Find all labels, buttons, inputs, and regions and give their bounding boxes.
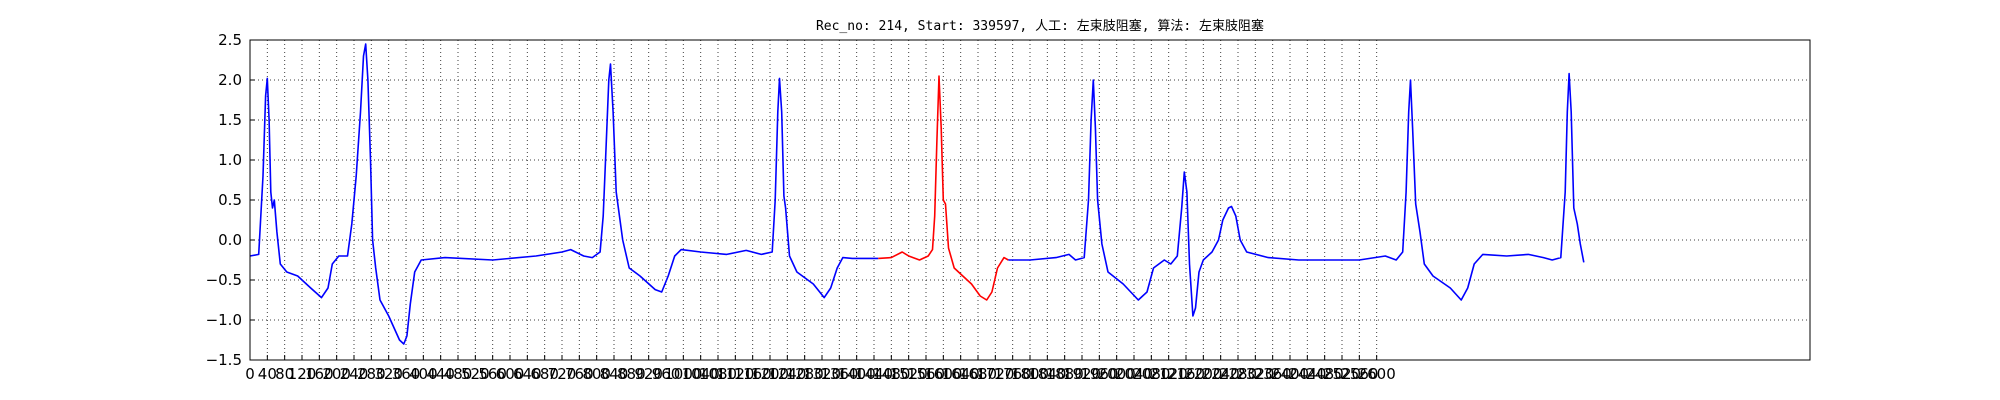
y-tick-label: −1.5 — [206, 351, 242, 369]
x-tick-label: 640 — [513, 365, 542, 383]
x-tick-label: 1960 — [1080, 365, 1118, 383]
x-tick-label: 1560 — [907, 365, 945, 383]
x-tick-label: 400 — [409, 365, 438, 383]
y-axis: −1.5 −1.0 −0.5 0.0 0.5 1.0 1.5 2.0 2.5 — [206, 31, 255, 369]
x-tick-label: 160 — [305, 365, 334, 383]
x-tick-label: 1840 — [1028, 365, 1066, 383]
x-tick-label: 920 — [634, 365, 663, 383]
x-tick-label: 200 — [322, 365, 351, 383]
chart-title: Rec_no: 214, Start: 339597, 人工: 左束肢阻塞, 算… — [816, 18, 1264, 34]
x-tick-label: 760 — [565, 365, 594, 383]
x-tick-label: 600 — [496, 365, 525, 383]
y-tick-label: 0.0 — [218, 231, 242, 249]
x-tick-label: 800 — [582, 365, 611, 383]
x-tick-label: 2480 — [1306, 365, 1344, 383]
x-tick-label: 1440 — [855, 365, 893, 383]
x-tick-label: 2520 — [1323, 365, 1361, 383]
y-tick-label: 2.0 — [218, 71, 242, 89]
x-tick-label: 880 — [617, 365, 646, 383]
y-tick-label: −1.0 — [206, 311, 242, 329]
x-tick-label: 1680 — [959, 365, 997, 383]
x-tick-label: 1720 — [976, 365, 1014, 383]
x-tick-label: 960 — [652, 365, 681, 383]
x-tick-label: 1400 — [838, 365, 876, 383]
y-tick-label: 0.5 — [218, 191, 242, 209]
x-tick-label: 360 — [392, 365, 421, 383]
x-tick-label: 1040 — [682, 365, 720, 383]
x-tick-label: 1640 — [942, 365, 980, 383]
x-tick-label: 1800 — [1011, 365, 1049, 383]
x-tick-label: 1200 — [751, 365, 789, 383]
x-tick-label: 320 — [374, 365, 403, 383]
x-tick-label: 1360 — [820, 365, 858, 383]
x-tick-label: 2080 — [1132, 365, 1170, 383]
x-tick-label: 560 — [478, 365, 507, 383]
x-tick-label: 1920 — [1063, 365, 1101, 383]
x-tick-label: 2000 — [1098, 365, 1136, 383]
y-tick-label: 2.5 — [218, 31, 242, 49]
x-tick-label: 480 — [444, 365, 473, 383]
y-tick-label: −0.5 — [206, 271, 242, 289]
x-tick-label: 1000 — [664, 365, 702, 383]
x-tick-label: 1480 — [872, 365, 910, 383]
x-tick-label: 1160 — [734, 365, 772, 383]
x-tick-label: 2040 — [1115, 365, 1153, 383]
x-tick-label: 1240 — [768, 365, 806, 383]
x-tick-label: 280 — [357, 365, 386, 383]
x-tick-label: 2240 — [1202, 365, 1240, 383]
x-tick-label: 2280 — [1219, 365, 1257, 383]
series-layer — [249, 43, 1585, 345]
x-tick-label: 2560 — [1340, 365, 1378, 383]
ecg-segment — [249, 43, 879, 345]
x-tick-label: 1880 — [1046, 365, 1084, 383]
x-axis: 0 408012016020024028032036040044048052056… — [245, 355, 1396, 383]
y-tick-label: 1.0 — [218, 151, 242, 169]
x-tick-label: 720 — [548, 365, 577, 383]
x-tick-label: 1760 — [994, 365, 1032, 383]
grid — [249, 39, 1810, 361]
x-tick-label: 680 — [530, 365, 559, 383]
x-tick-label: 2160 — [1167, 365, 1205, 383]
x-tick-label: 40 — [258, 365, 277, 383]
x-tick-label: 2400 — [1271, 365, 1309, 383]
x-tick-label: 80 — [275, 365, 294, 383]
ecg-segment-highlighted — [878, 75, 1009, 301]
x-tick-label: 840 — [600, 365, 629, 383]
x-tick-label: 120 — [288, 365, 317, 383]
x-tick-label: 240 — [340, 365, 369, 383]
x-tick-label: 520 — [461, 365, 490, 383]
x-tick-label: 1320 — [803, 365, 841, 383]
x-tick-label: 1080 — [699, 365, 737, 383]
x-tick-label: 2600 — [1358, 365, 1396, 383]
x-tick-label: 1280 — [786, 365, 824, 383]
ecg-segment — [1008, 72, 1585, 317]
x-tick-label: 2200 — [1184, 365, 1222, 383]
x-tick-label: 1520 — [890, 365, 928, 383]
x-tick-label: 2120 — [1150, 365, 1188, 383]
x-tick-label: 1600 — [924, 365, 962, 383]
x-tick-label: 2320 — [1236, 365, 1274, 383]
x-tick-label: 440 — [426, 365, 455, 383]
x-tick-label: 0 — [245, 365, 255, 383]
x-tick-label: 1120 — [716, 365, 754, 383]
x-tick-label: 2440 — [1288, 365, 1326, 383]
x-tick-label: 2360 — [1254, 365, 1292, 383]
y-tick-label: 1.5 — [218, 111, 242, 129]
